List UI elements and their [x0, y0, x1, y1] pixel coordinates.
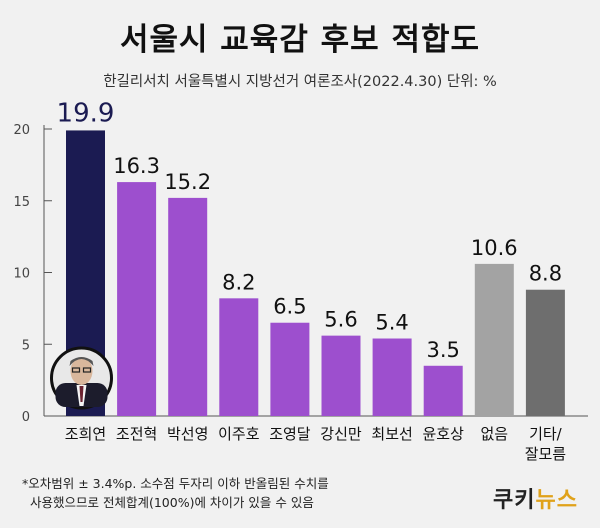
data-label: 3.5 — [426, 338, 459, 362]
footnote-line-1: *오차범위 ± 3.4%p. 소수점 두자리 이하 반올림된 수치를 — [22, 476, 329, 491]
photo-glasses-right — [82, 367, 92, 373]
bar — [117, 182, 157, 416]
y-tick-label: 0 — [22, 410, 30, 425]
brand-logo: 쿠키뉴스 — [493, 482, 578, 514]
data-label: 6.5 — [273, 295, 306, 319]
x-tick-label: 박선영 — [167, 425, 208, 443]
photo-hair — [69, 357, 94, 366]
data-label: 8.2 — [222, 270, 255, 294]
y-tick-label: 5 — [22, 338, 30, 353]
photo-glasses-left — [71, 367, 81, 373]
x-tick-label: 없음 — [480, 425, 508, 443]
bar — [372, 338, 412, 416]
chart-subtitle: 한길리서치 서울특별시 지방선거 여론조사(2022.4.30) 단위: % — [103, 74, 497, 90]
data-label: 15.2 — [164, 170, 211, 194]
x-tick-label: 잘모름 — [525, 445, 567, 463]
bar — [168, 197, 208, 416]
bar — [270, 322, 310, 416]
bar — [525, 289, 565, 416]
page-title: 서울시 교육감 후보 적합도 — [119, 22, 481, 58]
y-tick-label: 15 — [13, 195, 30, 210]
logo-part-2: 뉴스 — [535, 488, 578, 513]
y-tick-label: 10 — [13, 267, 30, 282]
bar-chart: 0 5 10 15 20 19.9 조희연 16.3 조전혁 15.2 박선영 8.2 이주호 6.5 조영… — [13, 98, 588, 463]
x-tick-label: 기타/ — [529, 425, 563, 443]
data-label: 8.8 — [529, 262, 562, 286]
x-tick-label: 조영달 — [269, 425, 311, 443]
data-label: 19.9 — [57, 98, 115, 128]
x-tick-label: 강신만 — [320, 425, 362, 443]
data-label: 16.3 — [113, 154, 160, 178]
footnote: *오차범위 ± 3.4%p. 소수점 두자리 이하 반올림된 수치를 사용했으므… — [22, 474, 329, 512]
photo-tie — [79, 386, 84, 402]
bar — [321, 335, 361, 416]
bar — [423, 365, 463, 416]
data-label: 10.6 — [471, 236, 518, 260]
data-label: 5.4 — [375, 311, 408, 335]
x-tick-label: 조희연 — [65, 425, 106, 443]
footnote-line-2: 사용했으므로 전체합계(100%)에 차이가 있을 수 있음 — [30, 495, 314, 510]
photo-face — [70, 357, 93, 385]
bar — [474, 263, 514, 416]
x-tick-label: 윤호상 — [422, 425, 464, 443]
bar — [219, 298, 259, 416]
logo-part-1: 쿠키 — [493, 488, 536, 513]
y-tick-label: 20 — [13, 123, 30, 138]
x-tick-label: 이주호 — [218, 425, 260, 443]
x-tick-label: 조전혁 — [116, 425, 157, 443]
data-label: 5.6 — [324, 308, 357, 332]
x-tick-label: 최보선 — [371, 425, 412, 443]
